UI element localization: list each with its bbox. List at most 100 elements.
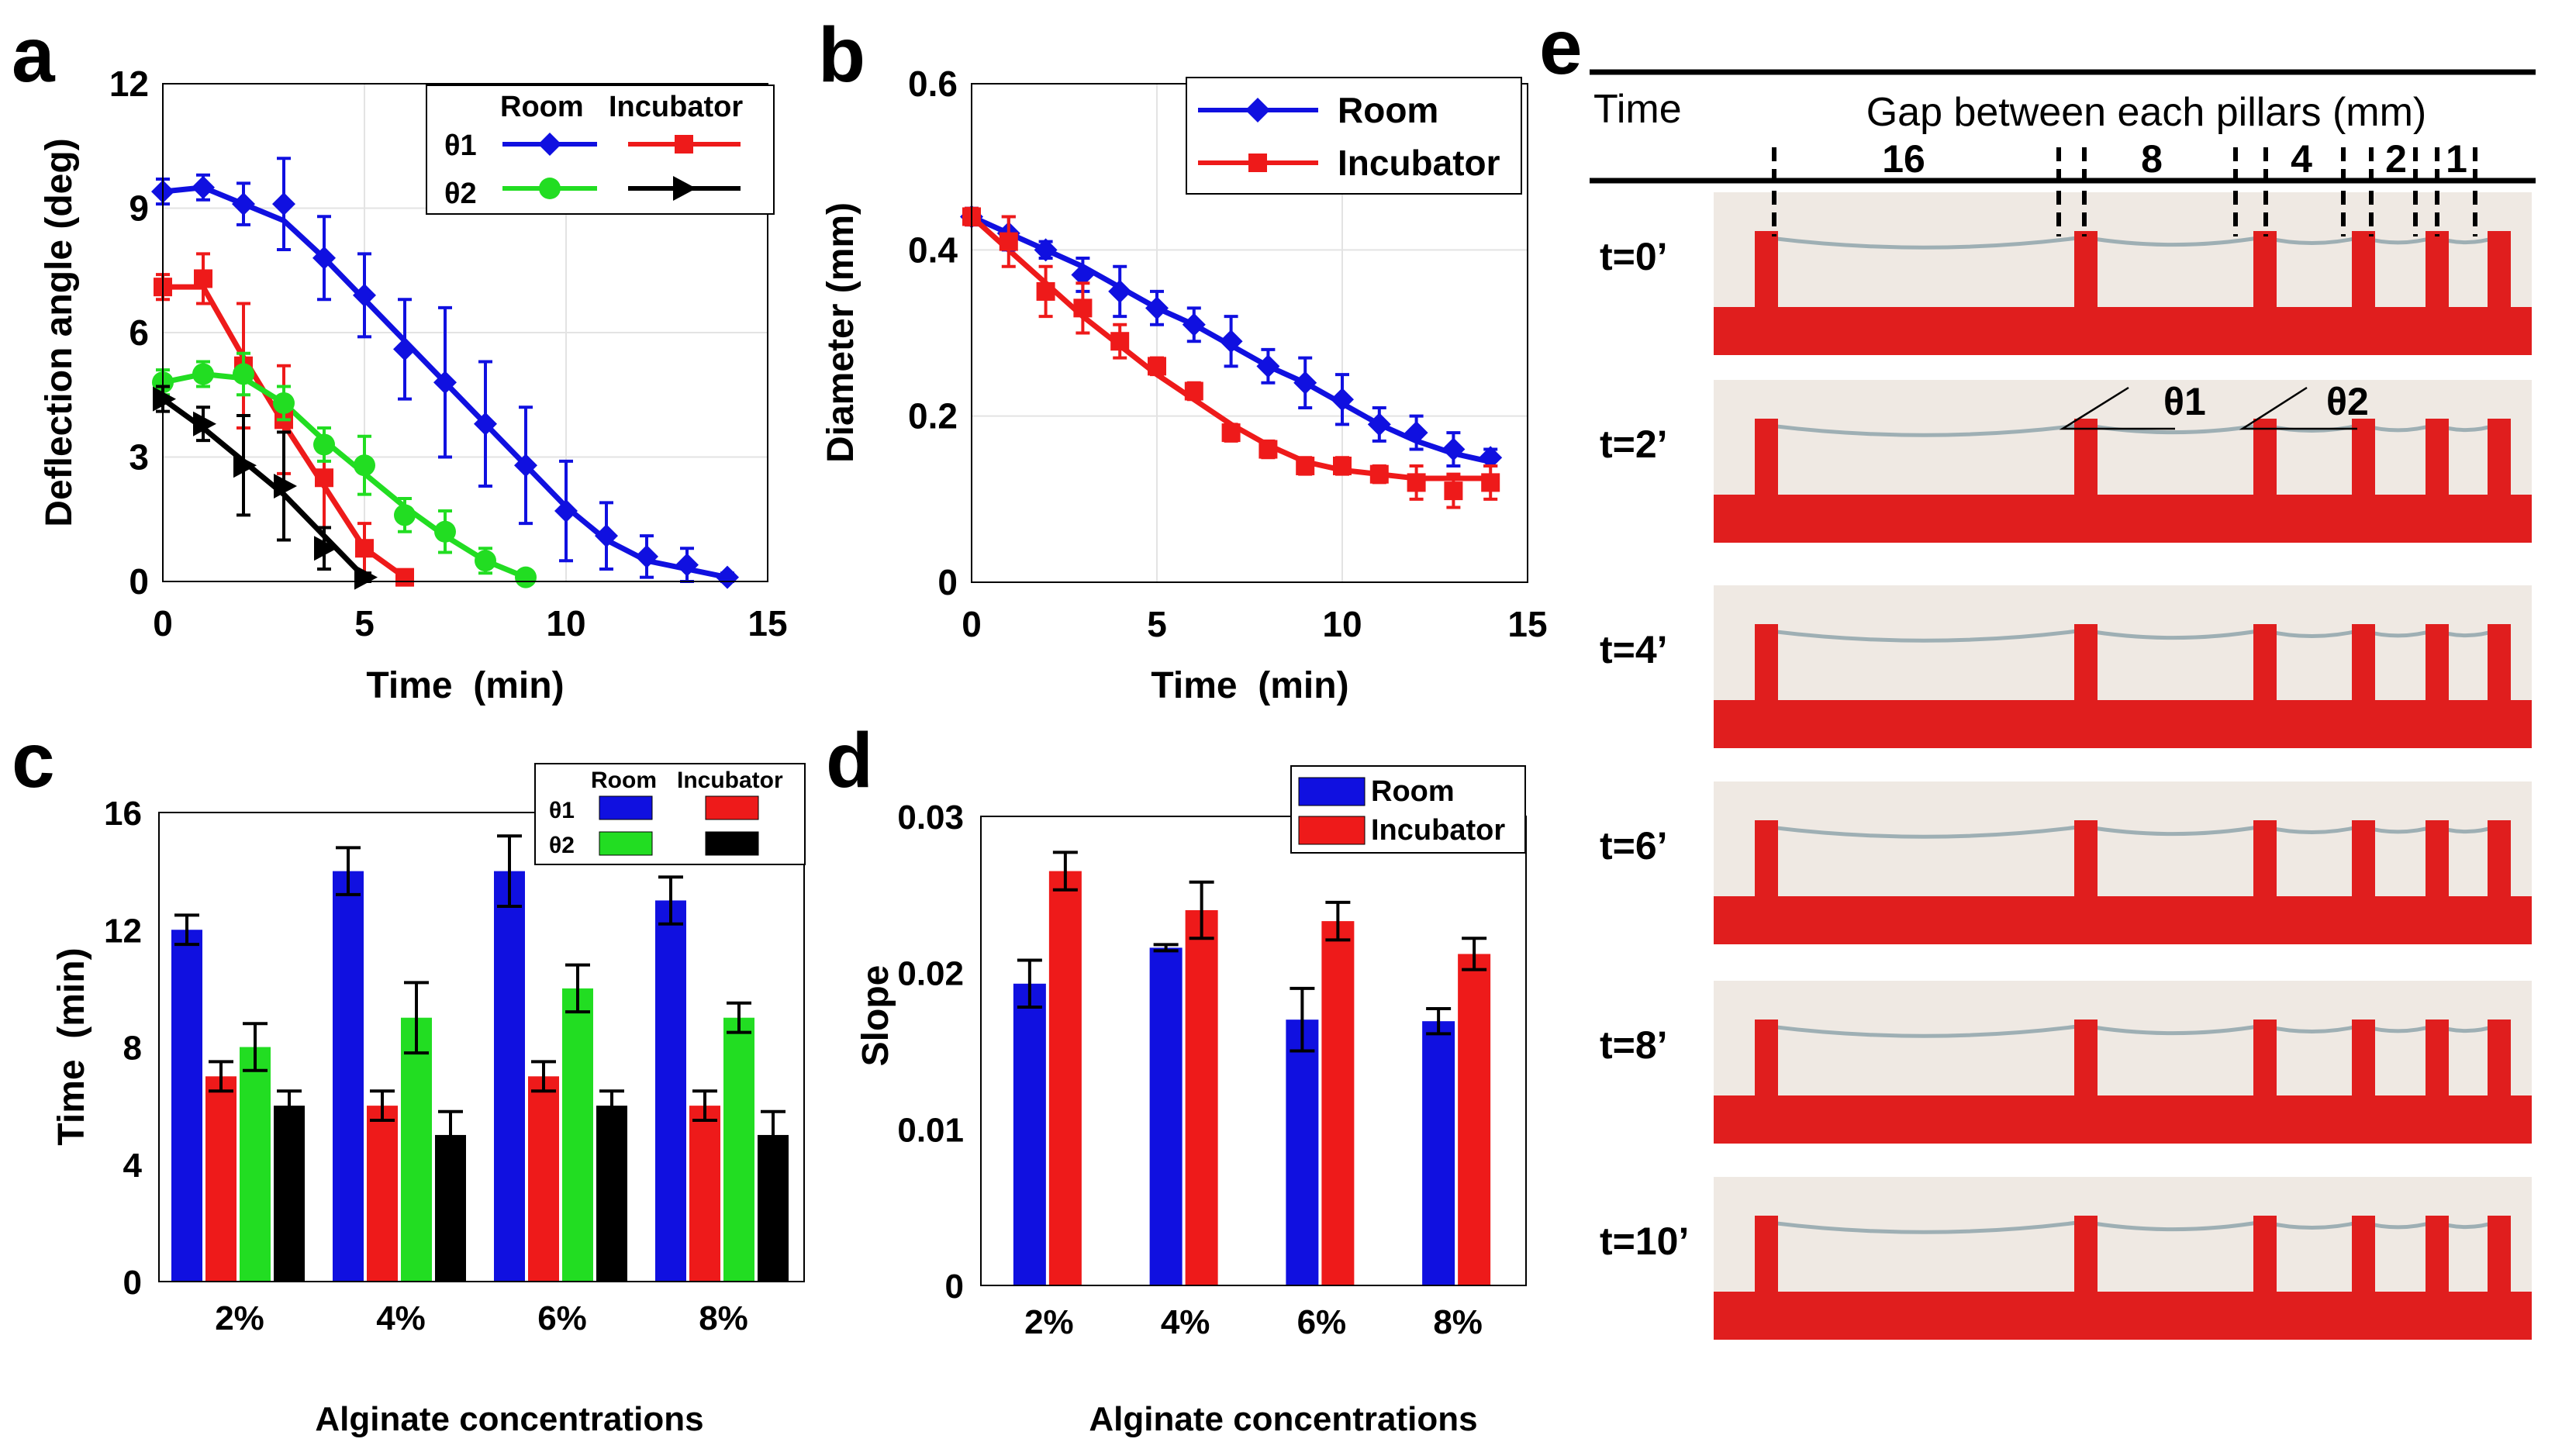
pillar — [2426, 1216, 2449, 1292]
photo-row: t=2’ — [1600, 380, 2532, 543]
pillar — [1755, 1216, 1778, 1292]
data-point — [354, 454, 375, 477]
gap-label: 4 — [2291, 137, 2312, 181]
x-tick-label: 15 — [748, 603, 787, 643]
photo-row: t=0’ — [1600, 192, 2532, 355]
data-point — [1219, 329, 1243, 354]
data-point — [475, 550, 496, 572]
bar-blue — [333, 871, 364, 1282]
pillar — [2488, 820, 2511, 896]
y-tick-label: 0.4 — [908, 229, 958, 270]
legend-a-blue-diamond — [538, 133, 561, 156]
y-tick-label: 3 — [129, 437, 149, 478]
photo-row: t=4’ — [1600, 585, 2532, 748]
pillar — [2426, 419, 2449, 495]
time-label: t=6’ — [1600, 824, 1668, 868]
bar-blue — [1013, 983, 1046, 1285]
legend-c-incubator-header: Incubator — [677, 768, 783, 793]
data-point — [315, 468, 333, 488]
data-point — [273, 392, 295, 414]
data-point — [1479, 446, 1503, 470]
bar-blue — [494, 871, 525, 1282]
gap-label: 2 — [2385, 137, 2407, 181]
bar-red — [367, 1106, 398, 1282]
pillar — [2074, 231, 2098, 307]
y-tick-label: 8 — [123, 1030, 142, 1068]
pillar — [2074, 1216, 2098, 1292]
pillar — [2426, 1020, 2449, 1095]
bar-red — [1185, 910, 1218, 1285]
data-point — [434, 520, 456, 543]
legend-a-room-header: Room — [500, 91, 584, 123]
legend-c-theta1-label: θ1 — [549, 798, 575, 823]
data-point — [1256, 354, 1280, 378]
legend-a-incubator-header: Incubator — [609, 91, 743, 123]
data-point — [1296, 456, 1315, 475]
bar-blue — [655, 900, 686, 1282]
bar-green — [723, 1017, 754, 1282]
pillar — [2074, 1020, 2098, 1095]
bar-blue — [1286, 1020, 1319, 1285]
category-label: 8% — [699, 1299, 748, 1337]
chart-c-x-axis-label: Alginate concentrations — [315, 1400, 703, 1438]
y-tick-label: 0.6 — [908, 64, 958, 104]
chart-b-x-axis-label: Time (min) — [1151, 665, 1348, 706]
pillar — [2488, 624, 2511, 700]
data-point — [1442, 437, 1466, 461]
data-point — [193, 411, 216, 436]
legend-c-black-swatch — [705, 831, 759, 856]
pillar — [2426, 231, 2449, 307]
data-point — [1221, 423, 1241, 443]
legend-b-room: Room — [1338, 90, 1438, 130]
pillar — [2074, 820, 2098, 896]
data-point — [1331, 388, 1354, 412]
pillar — [2488, 1216, 2511, 1292]
data-point — [354, 564, 378, 590]
data-point — [675, 553, 699, 577]
category-label: 8% — [1433, 1303, 1483, 1341]
panel-letter-d: d — [826, 717, 873, 804]
panel-letter-e: e — [1539, 4, 1583, 91]
x-tick-label: 5 — [354, 603, 375, 643]
data-point — [1073, 298, 1093, 318]
pillar — [2352, 419, 2375, 495]
pillar — [2253, 1020, 2277, 1095]
category-label: 4% — [1161, 1303, 1210, 1341]
panel-letter-c: c — [12, 717, 55, 804]
data-point — [393, 337, 416, 361]
y-tick-label: 0 — [945, 1268, 964, 1306]
data-point — [1034, 238, 1058, 262]
legend-b-blue-diamond — [1245, 98, 1270, 122]
y-tick-label: 12 — [109, 64, 149, 104]
photo-row: t=6’ — [1600, 781, 2532, 944]
data-point — [1407, 473, 1426, 492]
legend-a-black-triangle — [673, 176, 696, 201]
x-tick-label: 15 — [1507, 604, 1547, 644]
bar-blue — [1422, 1021, 1455, 1285]
data-point — [1293, 371, 1317, 395]
fit-line-green — [162, 371, 527, 580]
bar-green — [401, 1017, 432, 1282]
x-tick-label: 10 — [1322, 604, 1362, 644]
y-tick-label: 0 — [123, 1264, 142, 1302]
panel-letter-b: b — [818, 12, 865, 98]
y-tick-label: 0.2 — [908, 396, 958, 436]
data-point — [1404, 421, 1428, 445]
theta1-angle-lines — [2059, 386, 2175, 430]
panel-letter-a: a — [12, 12, 56, 98]
pillar — [1755, 624, 1778, 700]
y-tick-label: 6 — [129, 312, 149, 353]
legend-a-theta1-label: θ1 — [444, 129, 477, 162]
data-point — [1367, 412, 1391, 436]
y-tick-label: 16 — [104, 795, 142, 833]
chart-c-frame — [158, 812, 805, 1282]
legend-a-red-square — [675, 135, 693, 154]
data-point — [192, 175, 215, 199]
y-tick-label: 0 — [937, 562, 958, 602]
data-point — [312, 246, 336, 270]
data-point — [1071, 263, 1095, 287]
theta1-label: θ1 — [2163, 380, 2206, 423]
time-label: t=2’ — [1600, 423, 1668, 466]
pillar — [2488, 231, 2511, 307]
chart-a-frame — [162, 83, 768, 582]
